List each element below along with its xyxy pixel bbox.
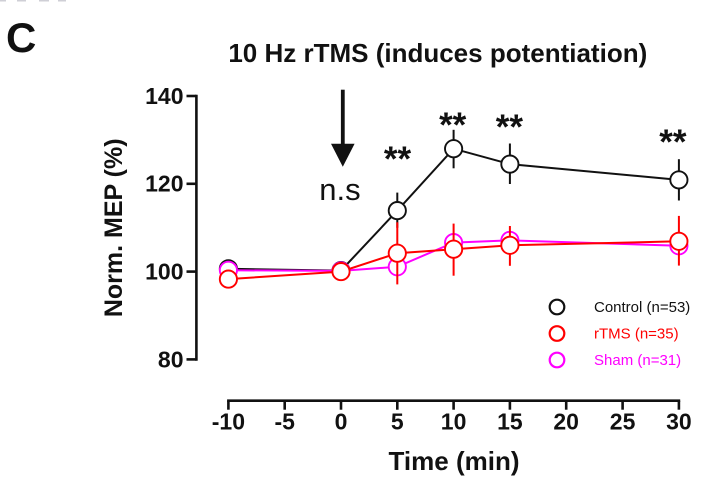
svg-text:5: 5 [391, 409, 404, 435]
svg-text:Time (min): Time (min) [389, 446, 520, 476]
svg-text:10: 10 [441, 409, 467, 435]
svg-text:25: 25 [610, 409, 636, 435]
svg-text:Control (n=53): Control (n=53) [594, 299, 690, 316]
svg-text:10 Hz rTMS (induces potentiati: 10 Hz rTMS (induces potentiation) [228, 38, 647, 68]
svg-text:0: 0 [335, 409, 348, 435]
svg-text:Norm. MEP (%): Norm. MEP (%) [100, 138, 128, 317]
svg-text:30: 30 [666, 409, 692, 435]
svg-text:n.s: n.s [319, 172, 360, 207]
svg-text:**: ** [659, 123, 687, 162]
svg-text:120: 120 [145, 171, 183, 197]
svg-text:C: C [6, 14, 36, 61]
svg-text:**: ** [496, 108, 524, 147]
svg-text:**: ** [384, 140, 412, 179]
svg-text:-5: -5 [274, 409, 295, 435]
svg-text:20: 20 [553, 409, 579, 435]
svg-text:80: 80 [158, 346, 184, 372]
svg-text:100: 100 [145, 259, 183, 285]
svg-text:140: 140 [145, 83, 183, 109]
svg-text:15: 15 [497, 409, 523, 435]
svg-text:Sham (n=31): Sham (n=31) [594, 352, 681, 369]
svg-text:rTMS (n=35): rTMS (n=35) [594, 326, 679, 343]
svg-text:-10: -10 [212, 409, 245, 435]
